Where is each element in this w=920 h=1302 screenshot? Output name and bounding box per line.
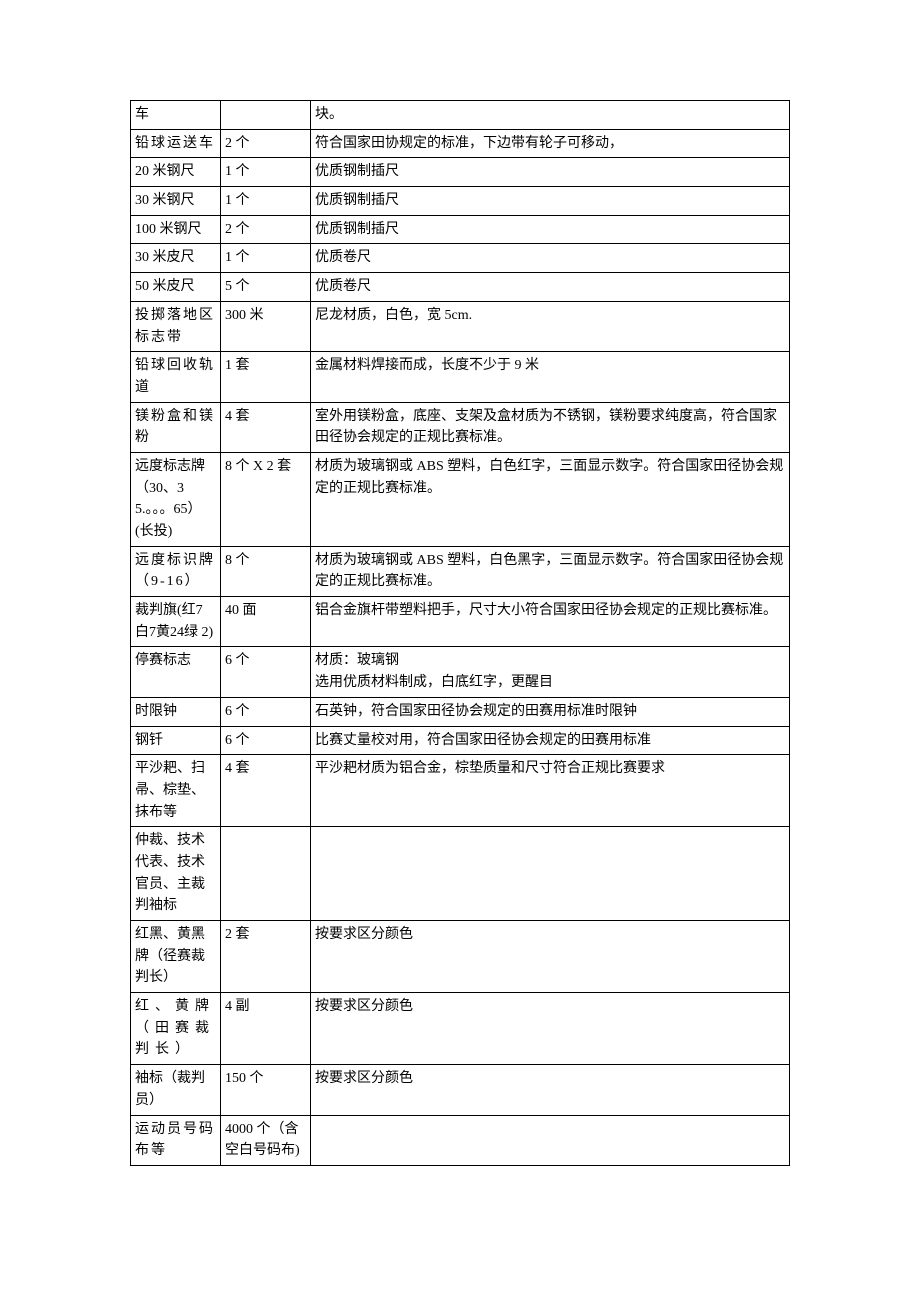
cell-qty: 300 米 [221, 301, 311, 351]
cell-desc: 按要求区分颜色 [311, 993, 790, 1065]
cell-qty: 6 个 [221, 647, 311, 697]
cell-qty: 1 套 [221, 352, 311, 402]
cell-qty: 2 个 [221, 129, 311, 158]
cell-desc: 材质为玻璃钢或 ABS 塑料，白色红字，三面显示数字。符合国家田径协会规定的正规… [311, 452, 790, 546]
table-row: 远度标志牌（30、35.。。。65）(长投)8 个 X 2 套材质为玻璃钢或 A… [131, 452, 790, 546]
table-row: 100 米钢尺2 个优质钢制插尺 [131, 215, 790, 244]
cell-item: 30 米皮尺 [131, 244, 221, 273]
cell-item: 50 米皮尺 [131, 273, 221, 302]
cell-item: 仲裁、技术代表、技术官员、主裁判袖标 [131, 827, 221, 921]
cell-item: 20 米钢尺 [131, 158, 221, 187]
cell-qty: 150 个 [221, 1065, 311, 1115]
cell-item: 车 [131, 101, 221, 130]
cell-desc: 比赛丈量校对用，符合国家田径协会规定的田赛用标准 [311, 726, 790, 755]
cell-desc [311, 827, 790, 921]
table-row: 停赛标志6 个材质：玻璃钢 选用优质材料制成，白底红字，更醒目 [131, 647, 790, 697]
cell-qty: 40 面 [221, 597, 311, 647]
cell-item: 铅球回收轨道 [131, 352, 221, 402]
cell-item: 投掷落地区标志带 [131, 301, 221, 351]
cell-item: 时限钟 [131, 697, 221, 726]
table-row: 钢钎6 个比赛丈量校对用，符合国家田径协会规定的田赛用标准 [131, 726, 790, 755]
cell-desc: 优质钢制插尺 [311, 158, 790, 187]
table-row: 投掷落地区标志带300 米尼龙材质，白色，宽 5cm. [131, 301, 790, 351]
cell-qty: 8 个 [221, 546, 311, 596]
cell-qty: 2 个 [221, 215, 311, 244]
table-row: 30 米钢尺1 个优质钢制插尺 [131, 187, 790, 216]
cell-qty: 4000 个（含空白号码布) [221, 1115, 311, 1165]
table-row: 铅球回收轨道1 套金属材料焊接而成，长度不少于 9 米 [131, 352, 790, 402]
equipment-table: 车块。铅球运送车2 个符合国家田协规定的标准，下边带有轮子可移动，20 米钢尺1… [130, 100, 790, 1166]
table-row: 时限钟6 个石英钟，符合国家田径协会规定的田赛用标准时限钟 [131, 697, 790, 726]
cell-item: 平沙耙、扫帚、棕垫、抹布等 [131, 755, 221, 827]
table-row: 平沙耙、扫帚、棕垫、抹布等4 套平沙耙材质为铝合金，棕垫质量和尺寸符合正规比赛要… [131, 755, 790, 827]
cell-desc: 块。 [311, 101, 790, 130]
cell-desc: 按要求区分颜色 [311, 921, 790, 993]
cell-desc: 优质卷尺 [311, 244, 790, 273]
cell-item: 远度标识牌（9-16） [131, 546, 221, 596]
cell-qty: 4 副 [221, 993, 311, 1065]
cell-desc: 铝合金旗杆带塑料把手，尺寸大小符合国家田径协会规定的正规比赛标准。 [311, 597, 790, 647]
cell-item: 裁判旗(红7白7黄24绿 2) [131, 597, 221, 647]
table-row: 30 米皮尺1 个优质卷尺 [131, 244, 790, 273]
cell-qty: 1 个 [221, 244, 311, 273]
table-body: 车块。铅球运送车2 个符合国家田协规定的标准，下边带有轮子可移动，20 米钢尺1… [131, 101, 790, 1166]
cell-qty: 4 套 [221, 402, 311, 452]
cell-desc: 材质：玻璃钢 选用优质材料制成，白底红字，更醒目 [311, 647, 790, 697]
cell-qty: 1 个 [221, 187, 311, 216]
cell-desc: 优质卷尺 [311, 273, 790, 302]
table-row: 车 块。 [131, 101, 790, 130]
table-row: 仲裁、技术代表、技术官员、主裁判袖标 [131, 827, 790, 921]
cell-desc: 优质钢制插尺 [311, 187, 790, 216]
cell-item: 袖标（裁判员） [131, 1065, 221, 1115]
cell-item: 远度标志牌（30、35.。。。65）(长投) [131, 452, 221, 546]
table-row: 运动员号码布等4000 个（含空白号码布) [131, 1115, 790, 1165]
cell-qty: 6 个 [221, 697, 311, 726]
cell-item: 镁粉盒和镁粉 [131, 402, 221, 452]
cell-qty [221, 827, 311, 921]
table-row: 裁判旗(红7白7黄24绿 2)40 面铝合金旗杆带塑料把手，尺寸大小符合国家田径… [131, 597, 790, 647]
cell-qty: 4 套 [221, 755, 311, 827]
table-row: 袖标（裁判员）150 个按要求区分颜色 [131, 1065, 790, 1115]
cell-desc: 金属材料焊接而成，长度不少于 9 米 [311, 352, 790, 402]
table-row: 红、黄牌（田赛裁判长）4 副按要求区分颜色 [131, 993, 790, 1065]
cell-item: 停赛标志 [131, 647, 221, 697]
cell-qty: 8 个 X 2 套 [221, 452, 311, 546]
table-row: 红黑、黄黑牌（径赛裁判长）2 套按要求区分颜色 [131, 921, 790, 993]
table-row: 铅球运送车2 个符合国家田协规定的标准，下边带有轮子可移动， [131, 129, 790, 158]
cell-qty [221, 101, 311, 130]
table-row: 远度标识牌（9-16）8 个材质为玻璃钢或 ABS 塑料，白色黑字，三面显示数字… [131, 546, 790, 596]
table-row: 镁粉盒和镁粉4 套室外用镁粉盒，底座、支架及盒材质为不锈钢，镁粉要求纯度高，符合… [131, 402, 790, 452]
cell-item: 30 米钢尺 [131, 187, 221, 216]
cell-desc: 优质钢制插尺 [311, 215, 790, 244]
table-row: 50 米皮尺5 个优质卷尺 [131, 273, 790, 302]
cell-desc: 按要求区分颜色 [311, 1065, 790, 1115]
page: 车块。铅球运送车2 个符合国家田协规定的标准，下边带有轮子可移动，20 米钢尺1… [0, 0, 920, 1206]
cell-item: 红、黄牌（田赛裁判长） [131, 993, 221, 1065]
cell-item: 100 米钢尺 [131, 215, 221, 244]
cell-qty: 2 套 [221, 921, 311, 993]
cell-desc: 符合国家田协规定的标准，下边带有轮子可移动， [311, 129, 790, 158]
cell-qty: 6 个 [221, 726, 311, 755]
cell-desc: 室外用镁粉盒，底座、支架及盒材质为不锈钢，镁粉要求纯度高，符合国家田径协会规定的… [311, 402, 790, 452]
cell-desc [311, 1115, 790, 1165]
cell-qty: 5 个 [221, 273, 311, 302]
cell-desc: 石英钟，符合国家田径协会规定的田赛用标准时限钟 [311, 697, 790, 726]
cell-item: 运动员号码布等 [131, 1115, 221, 1165]
cell-item: 红黑、黄黑牌（径赛裁判长） [131, 921, 221, 993]
cell-item: 铅球运送车 [131, 129, 221, 158]
cell-item: 钢钎 [131, 726, 221, 755]
cell-qty: 1 个 [221, 158, 311, 187]
cell-desc: 材质为玻璃钢或 ABS 塑料，白色黑字，三面显示数字。符合国家田径协会规定的正规… [311, 546, 790, 596]
cell-desc: 平沙耙材质为铝合金，棕垫质量和尺寸符合正规比赛要求 [311, 755, 790, 827]
table-row: 20 米钢尺1 个优质钢制插尺 [131, 158, 790, 187]
cell-desc: 尼龙材质，白色，宽 5cm. [311, 301, 790, 351]
